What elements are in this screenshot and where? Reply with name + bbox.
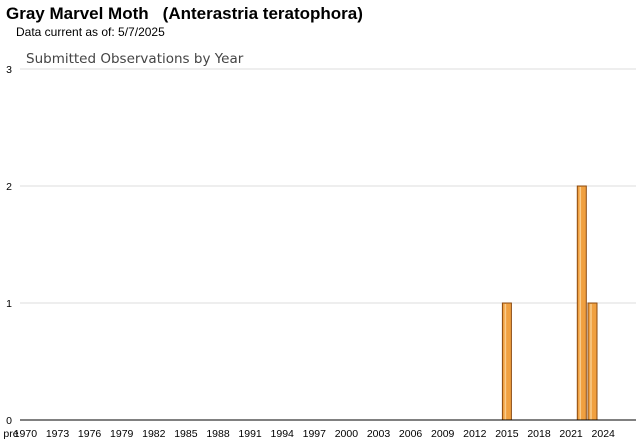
x-tick-label: 1973	[46, 428, 70, 440]
x-tick-label: 1997	[303, 428, 327, 440]
data-current-date: Data current as of: 5/7/2025	[16, 25, 165, 39]
x-tick-label: 2015	[495, 428, 519, 440]
x-tick-label: 2006	[399, 428, 423, 440]
x-tick-label: 1979	[110, 428, 134, 440]
x-tick-label: 1976	[78, 428, 102, 440]
y-tick-label: 3	[6, 64, 12, 76]
x-tick-label: 1991	[238, 428, 262, 440]
x-tick-label: 2009	[431, 428, 455, 440]
bar-body	[501, 302, 512, 421]
x-tick-label: 1970	[14, 428, 38, 440]
gridlines	[20, 68, 636, 304]
y-tick-label: 1	[6, 298, 12, 310]
x-tick-label: 2000	[335, 428, 359, 440]
chart-title: Submitted Observations by Year	[26, 51, 244, 67]
x-tick-label: 2003	[367, 428, 391, 440]
x-tick-label: pre	[3, 428, 18, 440]
bar-2023	[587, 302, 598, 421]
scientific-name: (Anterastria teratophora)	[162, 4, 363, 23]
bar-2015	[501, 302, 512, 421]
y-tick-label: 2	[6, 181, 12, 193]
x-tick-label: 1985	[174, 428, 198, 440]
y-axis-ticks: 0 1 2 3	[6, 64, 12, 427]
bar-body	[576, 185, 587, 421]
common-name: Gray Marvel Moth	[6, 4, 149, 23]
x-tick-label: 2012	[463, 428, 487, 440]
x-tick-label: 1994	[271, 428, 295, 440]
x-tick-label: 2018	[527, 428, 551, 440]
x-tick-label: 2024	[592, 428, 616, 440]
x-tick-label: 1988	[206, 428, 230, 440]
x-tick-label: 2021	[559, 428, 583, 440]
y-tick-label: 0	[6, 415, 12, 427]
bar-body	[587, 302, 598, 421]
x-tick-label: 1982	[142, 428, 166, 440]
bars	[501, 185, 598, 421]
species-title: Gray Marvel Moth (Anterastria teratophora…	[6, 4, 363, 24]
bar-2022	[576, 185, 587, 421]
